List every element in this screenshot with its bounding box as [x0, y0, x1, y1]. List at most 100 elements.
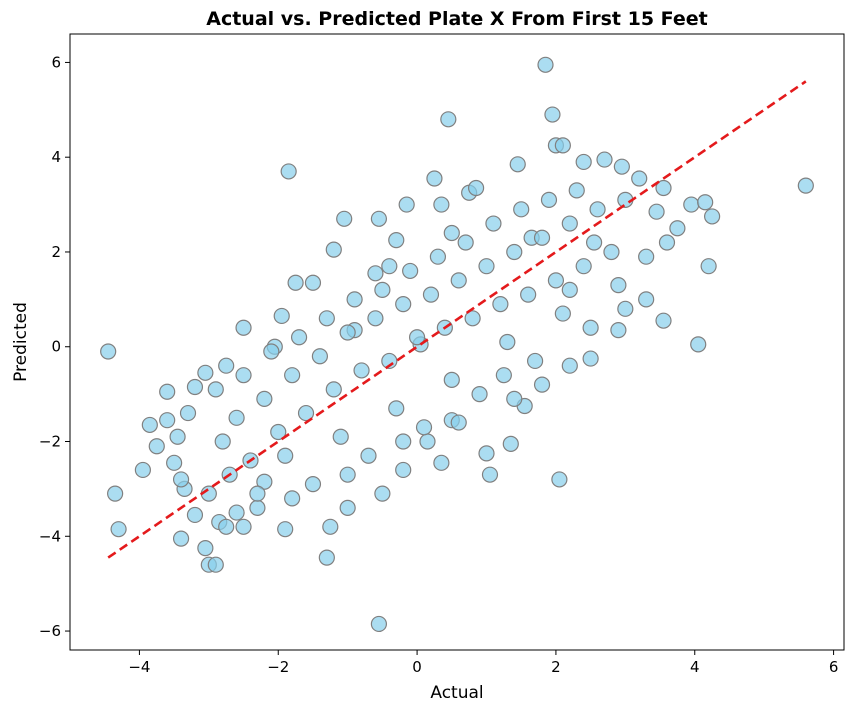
scatter-points: [100, 56, 814, 633]
data-point: [166, 454, 183, 471]
data-point: [426, 170, 443, 187]
data-point: [395, 433, 412, 450]
data-point: [214, 433, 231, 450]
x-tick-label: 0: [412, 658, 422, 676]
data-point: [617, 300, 634, 317]
data-point: [533, 376, 551, 393]
data-point: [290, 329, 308, 346]
data-point: [287, 274, 304, 291]
data-point: [502, 435, 519, 452]
data-point: [249, 485, 266, 502]
data-point: [322, 518, 339, 535]
data-point: [697, 194, 714, 211]
data-point: [297, 404, 315, 422]
data-point: [582, 319, 599, 336]
data-point: [381, 258, 398, 275]
data-point: [388, 400, 405, 417]
data-point: [506, 390, 523, 407]
data-point: [367, 265, 384, 282]
x-tick-label: 2: [551, 658, 561, 676]
data-point: [547, 272, 565, 289]
data-point: [339, 466, 356, 483]
data-point: [207, 381, 224, 398]
data-point: [370, 210, 388, 227]
data-point: [186, 378, 204, 396]
data-point: [655, 179, 672, 197]
data-point: [284, 490, 301, 507]
data-point: [467, 179, 485, 197]
data-point: [277, 521, 294, 538]
data-point: [433, 196, 450, 213]
data-point: [575, 153, 592, 171]
data-point: [471, 386, 488, 403]
x-axis-label: Actual: [430, 683, 483, 703]
data-point: [402, 262, 419, 280]
data-point: [464, 310, 481, 327]
data-point: [353, 362, 370, 379]
data-point: [284, 367, 301, 384]
data-point: [610, 322, 627, 339]
data-point: [339, 499, 356, 516]
data-point: [395, 295, 412, 313]
data-point: [107, 485, 124, 502]
data-point: [169, 428, 186, 445]
data-point: [304, 476, 322, 493]
data-point: [568, 182, 585, 199]
data-point: [537, 56, 554, 73]
data-point: [207, 556, 224, 573]
data-point: [398, 196, 415, 213]
data-point: [554, 305, 571, 322]
data-point: [457, 234, 474, 251]
y-tick-label: −6: [39, 622, 61, 640]
data-point: [450, 414, 467, 431]
data-point: [141, 416, 158, 434]
data-point: [596, 151, 613, 168]
data-point: [561, 215, 578, 232]
y-tick-label: −4: [39, 527, 61, 545]
data-point: [585, 234, 603, 251]
data-point: [172, 471, 190, 488]
data-point: [638, 291, 655, 308]
data-point: [658, 234, 676, 251]
data-point: [704, 208, 721, 225]
data-point: [554, 137, 571, 154]
y-axis-label: Predicted: [11, 302, 31, 382]
data-point: [318, 549, 335, 566]
x-tick-label: −2: [267, 658, 289, 676]
data-point: [648, 203, 665, 220]
data-point: [506, 243, 523, 261]
data-point: [669, 220, 686, 237]
reference-line: [107, 80, 807, 559]
data-point: [443, 371, 460, 389]
data-point: [318, 310, 335, 327]
data-point: [148, 438, 165, 455]
data-point: [256, 390, 273, 407]
data-point: [495, 367, 512, 384]
data-point: [311, 348, 329, 365]
data-point: [631, 170, 648, 187]
data-point: [478, 445, 495, 462]
data-point: [228, 504, 245, 521]
data-point: [422, 286, 440, 303]
data-point: [540, 191, 558, 208]
y-tick-label: 4: [51, 148, 61, 166]
plot-frame: [69, 33, 845, 651]
data-point: [218, 518, 235, 535]
chart-title: Actual vs. Predicted Plate X From First …: [206, 8, 708, 30]
data-point: [388, 232, 405, 249]
data-point: [415, 419, 433, 436]
data-point: [228, 409, 245, 426]
data-point: [429, 248, 447, 265]
data-point: [551, 471, 568, 488]
data-point: [443, 224, 460, 242]
data-point: [100, 343, 117, 360]
data-point: [797, 177, 814, 194]
data-point: [440, 111, 457, 128]
x-tick-label: 6: [829, 658, 839, 676]
x-tick-label: 4: [690, 658, 700, 676]
data-point: [582, 350, 599, 367]
data-point: [249, 499, 266, 516]
data-point: [561, 357, 578, 374]
data-point: [499, 333, 516, 351]
